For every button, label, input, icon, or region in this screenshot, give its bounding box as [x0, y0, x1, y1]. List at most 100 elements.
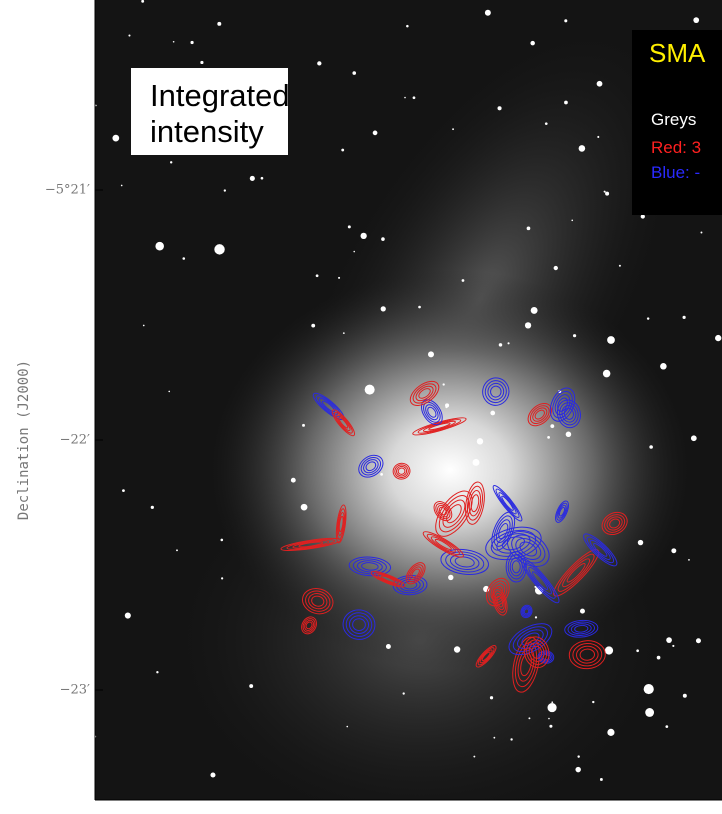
- star: [644, 684, 654, 694]
- star: [657, 656, 661, 660]
- star: [693, 17, 699, 23]
- star: [224, 189, 226, 191]
- legend: SMA Greys Red: 3 Blue: -: [632, 30, 722, 215]
- star: [418, 306, 421, 309]
- star: [535, 616, 537, 618]
- star: [343, 332, 345, 334]
- star: [316, 274, 319, 277]
- star: [448, 575, 453, 580]
- star: [121, 185, 123, 187]
- star: [592, 701, 594, 703]
- star: [155, 242, 164, 251]
- star: [122, 489, 125, 492]
- star: [550, 424, 554, 428]
- page: Integrated intensity SMA Greys Red: 3 Bl…: [0, 0, 722, 814]
- nebula-core: [210, 270, 690, 670]
- star: [691, 435, 697, 441]
- star: [645, 708, 654, 717]
- star: [636, 649, 639, 652]
- star: [607, 729, 614, 736]
- star: [373, 131, 378, 136]
- star: [573, 334, 576, 337]
- legend-line: Red: 3: [651, 138, 701, 158]
- star: [548, 718, 550, 720]
- star: [381, 306, 386, 311]
- star: [452, 128, 454, 130]
- star: [170, 161, 172, 163]
- star: [143, 325, 145, 327]
- star: [666, 637, 672, 643]
- star: [579, 145, 586, 152]
- star: [386, 644, 391, 649]
- star: [190, 41, 193, 44]
- star: [217, 22, 221, 26]
- star: [413, 96, 416, 99]
- star: [549, 725, 552, 728]
- star: [353, 251, 355, 253]
- y-tick-label: −23′: [60, 683, 90, 698]
- star: [348, 225, 351, 228]
- star: [490, 411, 495, 416]
- star: [498, 106, 502, 110]
- star: [404, 97, 406, 99]
- star: [125, 612, 131, 618]
- star: [338, 277, 340, 279]
- star: [580, 609, 585, 614]
- star: [473, 459, 480, 466]
- label-box: Integrated intensity: [131, 68, 288, 155]
- star: [688, 559, 690, 561]
- y-tick-label: −5°21′: [45, 183, 90, 198]
- star: [499, 343, 502, 346]
- star: [380, 473, 383, 476]
- star: [548, 703, 557, 712]
- star: [210, 772, 215, 777]
- star: [700, 232, 702, 234]
- sky-image: [0, 0, 722, 814]
- y-tick-label: −22′: [60, 433, 90, 448]
- star: [381, 237, 385, 241]
- star: [528, 717, 530, 719]
- star: [291, 478, 296, 483]
- star: [604, 191, 606, 193]
- star: [200, 61, 203, 64]
- legend-title: SMA: [649, 38, 705, 69]
- star: [250, 176, 255, 181]
- star: [341, 149, 344, 152]
- star: [660, 363, 667, 370]
- star: [547, 436, 550, 439]
- y-axis-label: Declination (J2000): [16, 360, 32, 520]
- star: [696, 638, 701, 643]
- star: [173, 41, 175, 43]
- star: [214, 244, 224, 254]
- star: [317, 61, 321, 65]
- star: [346, 726, 348, 728]
- star: [530, 41, 534, 45]
- star: [182, 257, 185, 260]
- star: [406, 25, 409, 28]
- star: [302, 424, 305, 427]
- star: [647, 317, 649, 319]
- star: [249, 684, 253, 688]
- star: [261, 177, 264, 180]
- star: [301, 504, 308, 511]
- star: [490, 696, 493, 699]
- star: [571, 220, 573, 222]
- star: [554, 266, 558, 270]
- star: [360, 233, 366, 239]
- star: [156, 671, 158, 673]
- star: [510, 738, 512, 740]
- star: [564, 19, 567, 22]
- star: [428, 351, 434, 357]
- star: [527, 226, 531, 230]
- star: [462, 279, 465, 282]
- star: [485, 10, 491, 16]
- legend-line: Blue: -: [651, 163, 700, 183]
- star: [477, 438, 483, 444]
- star: [151, 506, 154, 509]
- star: [597, 81, 603, 87]
- star: [605, 646, 613, 654]
- star: [619, 265, 621, 267]
- star: [507, 342, 509, 344]
- star: [473, 756, 475, 758]
- star: [525, 322, 531, 328]
